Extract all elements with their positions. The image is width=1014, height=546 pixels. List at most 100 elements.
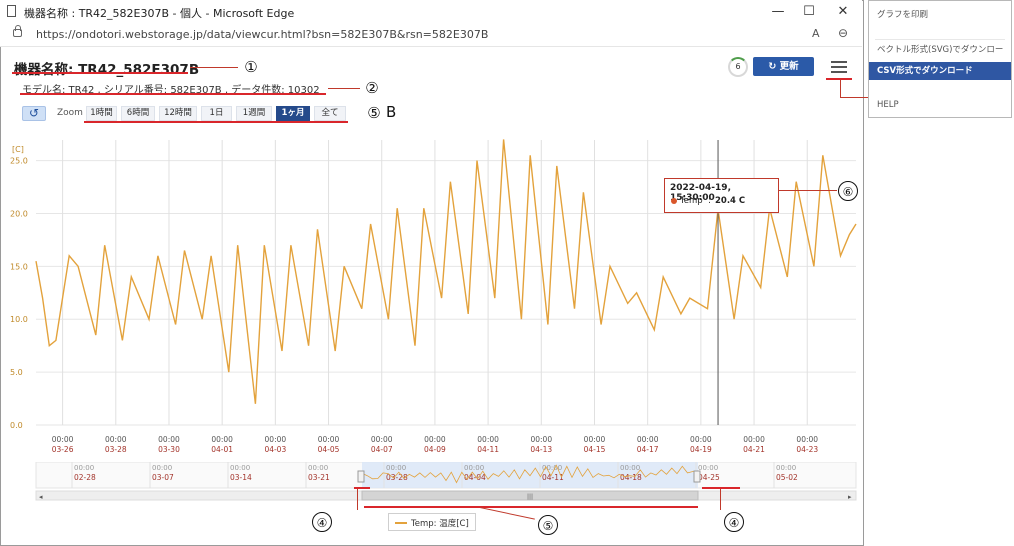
x-tick-date: 04-17: [637, 445, 659, 454]
annotation-leader-4b: [720, 489, 721, 510]
x-tick-time: 00:00: [424, 435, 446, 444]
reset-zoom-button[interactable]: ↺: [22, 106, 46, 121]
device-subtitle: モデル名: TR42 , シリアル番号: 582E307B , データ件数: 1…: [22, 85, 320, 96]
annotation-marker-1: ①: [244, 58, 258, 76]
legend-swatch: [395, 522, 407, 524]
annotation-leader-4a: [357, 489, 358, 510]
lock-icon-arc: [14, 25, 21, 31]
legend-label: Temp: 温度[C]: [411, 519, 469, 529]
menu-item-csv[interactable]: CSV形式でダウンロード: [869, 62, 1011, 80]
menu-item-help[interactable]: HELP: [877, 100, 899, 110]
zoom-1d-button[interactable]: 1日: [201, 106, 232, 121]
data-tooltip: 2022-04-19, 15:30:00 Temp : 20.4 C: [664, 178, 779, 213]
scroll-right-icon[interactable]: ▸: [848, 493, 852, 501]
navigator-handle-left[interactable]: [357, 470, 365, 483]
chart-legend[interactable]: Temp: 温度[C]: [388, 513, 476, 531]
annotation-underline-2: [20, 93, 326, 95]
x-tick-date: 04-07: [371, 445, 393, 454]
y-tick-label: 10.0: [10, 315, 28, 324]
navigator-time: 00:00: [152, 464, 172, 472]
tooltip-marker-icon: [671, 198, 677, 204]
x-tick-time: 00:00: [584, 435, 606, 444]
navigator-time: 00:00: [776, 464, 796, 472]
navigator-date: 04-11: [542, 473, 564, 482]
navigator-time: 00:00: [230, 464, 250, 472]
tooltip-series: Temp: [680, 196, 703, 206]
navigator-date: 03-28: [386, 473, 408, 482]
zoom-all-button[interactable]: 全て: [314, 106, 346, 121]
zoom-6h-button[interactable]: 6時間: [121, 106, 155, 121]
x-tick-date: 04-13: [530, 445, 552, 454]
annotation-marker-4b: ④: [724, 512, 744, 532]
y-tick-label: 15.0: [10, 262, 28, 271]
temperature-chart[interactable]: [C] 0.05.010.015.020.025.0 00:0003-2600:…: [0, 130, 864, 470]
navigator-date: 04-18: [620, 473, 642, 482]
annotation-leader-1: [190, 67, 238, 68]
annotation-underline-5b: [84, 121, 348, 123]
annotation-marker-4a: ④: [312, 512, 332, 532]
x-tick-date: 04-21: [743, 445, 765, 454]
navigator-dates: 00:0002-2800:0003-0700:0003-1400:0003-21…: [71, 462, 798, 488]
minimize-button[interactable]: —: [771, 4, 785, 19]
y-axis-unit: [C]: [12, 145, 24, 154]
scroll-left-icon[interactable]: ◂: [39, 493, 43, 501]
close-button[interactable]: ✕: [837, 4, 849, 19]
menu-divider: [875, 39, 1005, 40]
range-navigator[interactable]: 00:0002-2800:0003-0700:0003-1400:0003-21…: [0, 462, 864, 504]
navigator-scroll-thumb[interactable]: [361, 490, 699, 501]
x-tick-date: 04-11: [477, 445, 499, 454]
zoom-1h-button[interactable]: 1時間: [86, 106, 117, 121]
tooltip-colon: :: [708, 196, 711, 206]
navigator-date: 02-28: [74, 473, 96, 482]
zoom-label: Zoom: [57, 108, 83, 118]
annotation-leader-3a: [840, 79, 841, 97]
navigator-series-line: [361, 464, 699, 484]
x-tick-date: 04-01: [211, 445, 233, 454]
x-tick-date: 03-26: [52, 445, 74, 454]
annotation-underline-1: [12, 72, 188, 74]
navigator-date: 04-25: [698, 473, 720, 482]
x-tick-date: 03-30: [158, 445, 180, 454]
update-button[interactable]: ↻ 更新: [753, 57, 814, 76]
annotation-marker-2: ②: [365, 79, 379, 97]
navigator-date: 03-21: [308, 473, 330, 482]
annotation-underline-4a: [354, 487, 370, 489]
x-tick-time: 00:00: [158, 435, 180, 444]
menu-bar-2: [831, 66, 847, 68]
menu-bar-3: [831, 71, 847, 73]
x-tick-time: 00:00: [52, 435, 74, 444]
tooltip-date: 2022-04-19, 15:30:00: [670, 183, 731, 203]
navigator-handle-right[interactable]: [693, 470, 701, 483]
navigator-selection[interactable]: [362, 462, 698, 488]
annotation-underline-4b: [702, 487, 740, 489]
chart-menu-icon[interactable]: [829, 59, 849, 75]
navigator-time: 00:00: [464, 464, 484, 472]
x-tick-date: 04-15: [584, 445, 606, 454]
x-tick-time: 00:00: [211, 435, 233, 444]
menu-bar-1: [831, 61, 847, 63]
zoom-1m-button[interactable]: 1ヶ月: [276, 106, 310, 121]
menu-item-svg[interactable]: ベクトル形式(SVG)でダウンロード: [877, 45, 1004, 73]
navigator-time: 00:00: [542, 464, 562, 472]
address-bar: https://ondotori.webstorage.jp/data/view…: [0, 24, 862, 47]
x-tick-time: 00:00: [265, 435, 287, 444]
navigator-time: 00:00: [308, 464, 328, 472]
y-tick-label: 25.0: [10, 157, 28, 166]
zoom-out-icon[interactable]: ⊖: [838, 26, 849, 40]
read-aloud-icon[interactable]: A: [812, 27, 820, 40]
menu-item-print[interactable]: グラフを印刷: [877, 10, 929, 20]
url-field[interactable]: https://ondotori.webstorage.jp/data/view…: [36, 28, 489, 41]
x-tick-time: 00:00: [105, 435, 127, 444]
y-tick-label: 5.0: [10, 368, 23, 377]
auto-refresh-counter: 6: [728, 57, 748, 77]
navigator-date: 03-07: [152, 473, 174, 482]
x-tick-time: 00:00: [637, 435, 659, 444]
zoom-12h-button[interactable]: 12時間: [159, 106, 197, 121]
x-tick-time: 00:00: [371, 435, 393, 444]
tooltip-value: 20.4 C: [715, 196, 746, 206]
maximize-button[interactable]: ☐: [803, 4, 815, 19]
x-tick-date: 04-23: [796, 445, 818, 454]
x-tick-time: 00:00: [796, 435, 818, 444]
annotation-underline-5: [364, 506, 698, 508]
zoom-1w-button[interactable]: 1週間: [236, 106, 272, 121]
